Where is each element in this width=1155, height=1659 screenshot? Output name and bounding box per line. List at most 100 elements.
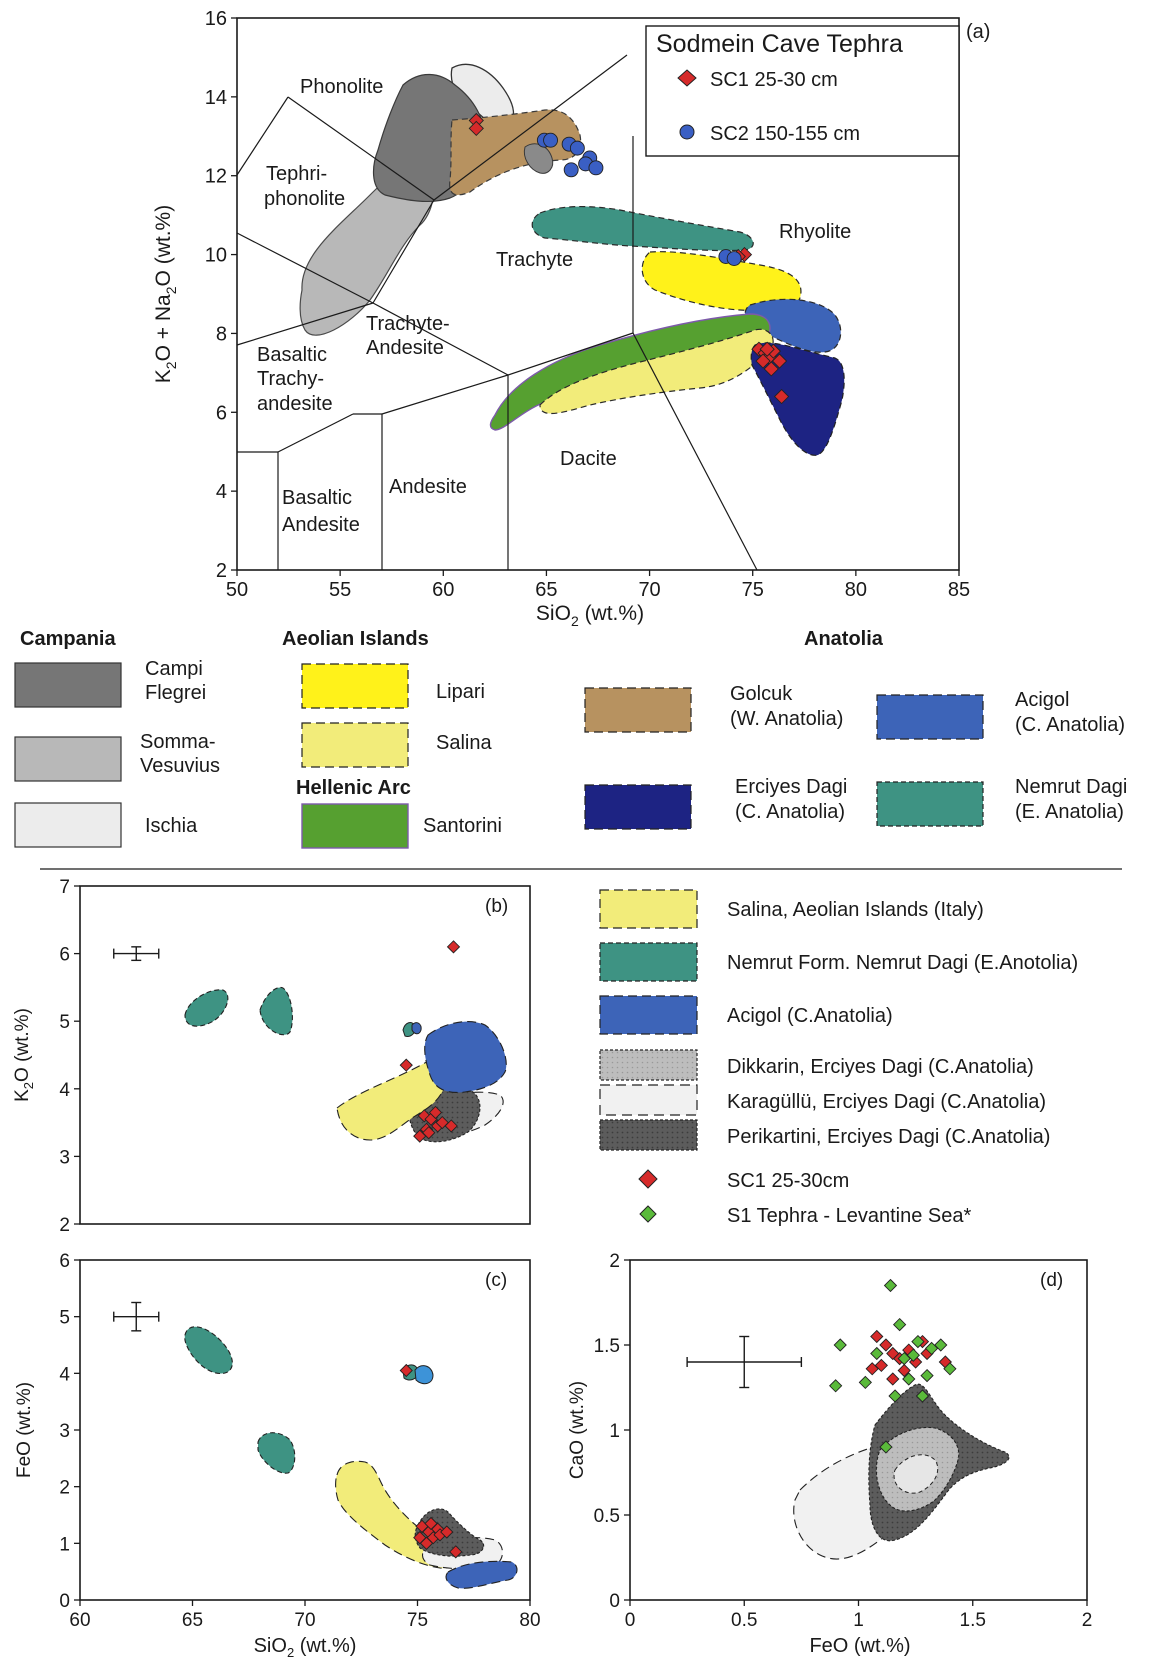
legend-b-swatch-dikkarin bbox=[599, 1049, 698, 1081]
x-tick-label: 2 bbox=[1082, 1610, 1093, 1631]
y-tick-label: 6 bbox=[59, 945, 70, 966]
data-point-diamond bbox=[833, 1338, 847, 1352]
region-nemrut-c1 bbox=[184, 1326, 233, 1375]
panel-b-errorbar bbox=[113, 946, 160, 962]
y-tick-label: 0 bbox=[609, 1591, 620, 1612]
x-tick-label: 1 bbox=[853, 1610, 864, 1631]
panel-d-ylabel: CaO (wt.%) bbox=[567, 1381, 588, 1479]
tas-boundary-line bbox=[372, 302, 509, 376]
tas-boundary-line bbox=[632, 332, 758, 571]
legend-b-swatch-acigol bbox=[599, 995, 698, 1035]
legend-b-label-salina: Salina, Aeolian Islands (Italy) bbox=[727, 899, 984, 921]
tas-label-basaltic-trachyandesite-1: Basaltic bbox=[257, 344, 327, 366]
panel-a-tag: (a) bbox=[966, 21, 990, 43]
y-tick-label: 2 bbox=[59, 1478, 70, 1499]
data-point-diamond bbox=[870, 1329, 884, 1344]
data-point-diamond bbox=[449, 1545, 463, 1559]
panel-c: 60 65 70 75 80 0 1 2 3 4 5 6 (c) SiO2 (wt.%) FeO (w… bbox=[14, 1251, 541, 1659]
region-golcuk bbox=[449, 109, 582, 196]
data-point-diamond bbox=[771, 353, 788, 369]
panel-d-regions bbox=[793, 1383, 1010, 1560]
x-tick-label: 65 bbox=[182, 1610, 203, 1631]
y-tick-label: 4 bbox=[216, 481, 227, 503]
x-tick-label: 80 bbox=[519, 1610, 540, 1631]
data-point-circle bbox=[569, 140, 585, 156]
legend-b-label-nemrut: Nemrut Form. Nemrut Dagi (E.Anotolia) bbox=[727, 952, 1078, 974]
legend-b-label-s1: S1 Tephra - Levantine Sea* bbox=[727, 1205, 971, 1227]
panel-a-markers bbox=[468, 112, 790, 405]
legend-a-sc1-marker bbox=[677, 69, 697, 87]
tas-boundary-line bbox=[381, 374, 509, 415]
panel-a-legend-box bbox=[645, 25, 960, 157]
x-tick-label: 75 bbox=[742, 579, 764, 601]
panel-b-markers bbox=[399, 940, 461, 1143]
y-tick-label: 6 bbox=[216, 402, 227, 424]
y-tick-label: 2 bbox=[216, 560, 227, 582]
legend-a-sc2-marker bbox=[679, 124, 695, 140]
data-point-diamond bbox=[883, 1278, 898, 1293]
legend-swatch-golcuk bbox=[584, 687, 692, 733]
tas-label-trachyte: Trachyte bbox=[496, 249, 573, 271]
y-tick-label: 4 bbox=[59, 1080, 70, 1101]
y-tick-label: 6 bbox=[59, 1251, 70, 1272]
data-point-diamond bbox=[870, 1346, 884, 1361]
legend-heading-aeolian: Aeolian Islands bbox=[282, 628, 429, 650]
data-point-circle bbox=[563, 162, 579, 178]
region-karagullu-d-inner bbox=[893, 1454, 939, 1494]
x-tick-label: 0 bbox=[625, 1610, 636, 1631]
legend-a-sc1-label: SC1 25-30 cm bbox=[710, 69, 838, 91]
y-tick-label: 2 bbox=[609, 1251, 620, 1272]
data-point-diamond bbox=[755, 353, 771, 369]
data-point-diamond bbox=[399, 1058, 413, 1072]
x-tick-label: 60 bbox=[69, 1610, 90, 1631]
y-tick-label: 12 bbox=[205, 166, 227, 188]
legend-b-label-perikartini: Perikartini, Erciyes Dagi (C.Anatolia) bbox=[727, 1126, 1050, 1148]
data-point-diamond bbox=[886, 1372, 900, 1386]
tas-field-lines bbox=[236, 54, 758, 571]
data-point-circle bbox=[543, 132, 559, 148]
region-acigol-c2 bbox=[445, 1560, 518, 1589]
legend-swatch-ischia bbox=[14, 802, 122, 848]
data-point-diamond bbox=[829, 1379, 843, 1393]
y-tick-label: 10 bbox=[205, 245, 227, 267]
tas-boundary-line bbox=[236, 232, 374, 304]
legend-swatch-acigol bbox=[876, 694, 984, 740]
data-point-diamond bbox=[943, 1362, 957, 1376]
x-tick-label: 85 bbox=[948, 579, 970, 601]
legend-label-acigol: Acigol (C. Anatolia) bbox=[1015, 689, 1125, 736]
panel-c-regions bbox=[184, 1326, 518, 1589]
data-point-diamond bbox=[413, 1531, 427, 1545]
y-tick-label: 7 bbox=[59, 877, 70, 898]
panel-c-ylabel: FeO (wt.%) bbox=[14, 1382, 35, 1478]
legend-swatch-salina bbox=[301, 722, 409, 768]
x-tick-label: 55 bbox=[329, 579, 351, 601]
data-point-circle bbox=[726, 251, 742, 266]
panel-a-regions bbox=[299, 63, 845, 456]
panel-b-regions bbox=[184, 986, 507, 1143]
panel-b-axes: 2 3 4 5 6 7 bbox=[59, 877, 80, 1236]
panel-c-errorbar bbox=[113, 1301, 160, 1332]
panel-a-xlabel: SiO2 (wt.%) bbox=[536, 602, 644, 629]
y-tick-label: 1.5 bbox=[594, 1336, 620, 1357]
data-point-diamond bbox=[934, 1338, 948, 1352]
region-salina-b bbox=[336, 1057, 448, 1141]
legend-label-santorini: Santorini bbox=[423, 815, 502, 837]
x-tick-label: 80 bbox=[845, 579, 867, 601]
tas-boundary-line bbox=[287, 96, 435, 201]
panel-a: Phonolite Tephri- phonolite Trachyte Rhy… bbox=[152, 8, 990, 629]
legend-b-label-dikkarin: Dikkarin, Erciyes Dagi (C.Anatolia) bbox=[727, 1056, 1034, 1078]
panel-a-ylabel: K2O + Na2O (wt.%) bbox=[152, 205, 179, 383]
panel-b-frame bbox=[79, 885, 531, 1225]
y-tick-label: 5 bbox=[59, 1012, 70, 1033]
y-tick-label: 1 bbox=[609, 1421, 620, 1442]
tas-label-basaltic-trachyandesite-2: Trachy- bbox=[257, 368, 324, 390]
tas-boundary-line bbox=[236, 302, 374, 346]
panel-c-markers bbox=[399, 1363, 463, 1559]
tas-boundary-line bbox=[372, 199, 435, 304]
legend-b-label-karagullu: Karagüllü, Erciyes Dagi (C.Anatolia) bbox=[727, 1091, 1046, 1113]
data-point-diamond bbox=[920, 1368, 934, 1383]
panel-a-axes: 50 55 60 65 70 75 80 85 2 4 6 8 10 12 14 16 bbox=[205, 8, 970, 601]
data-point-diamond bbox=[858, 1375, 872, 1390]
data-point-diamond bbox=[399, 1363, 413, 1378]
